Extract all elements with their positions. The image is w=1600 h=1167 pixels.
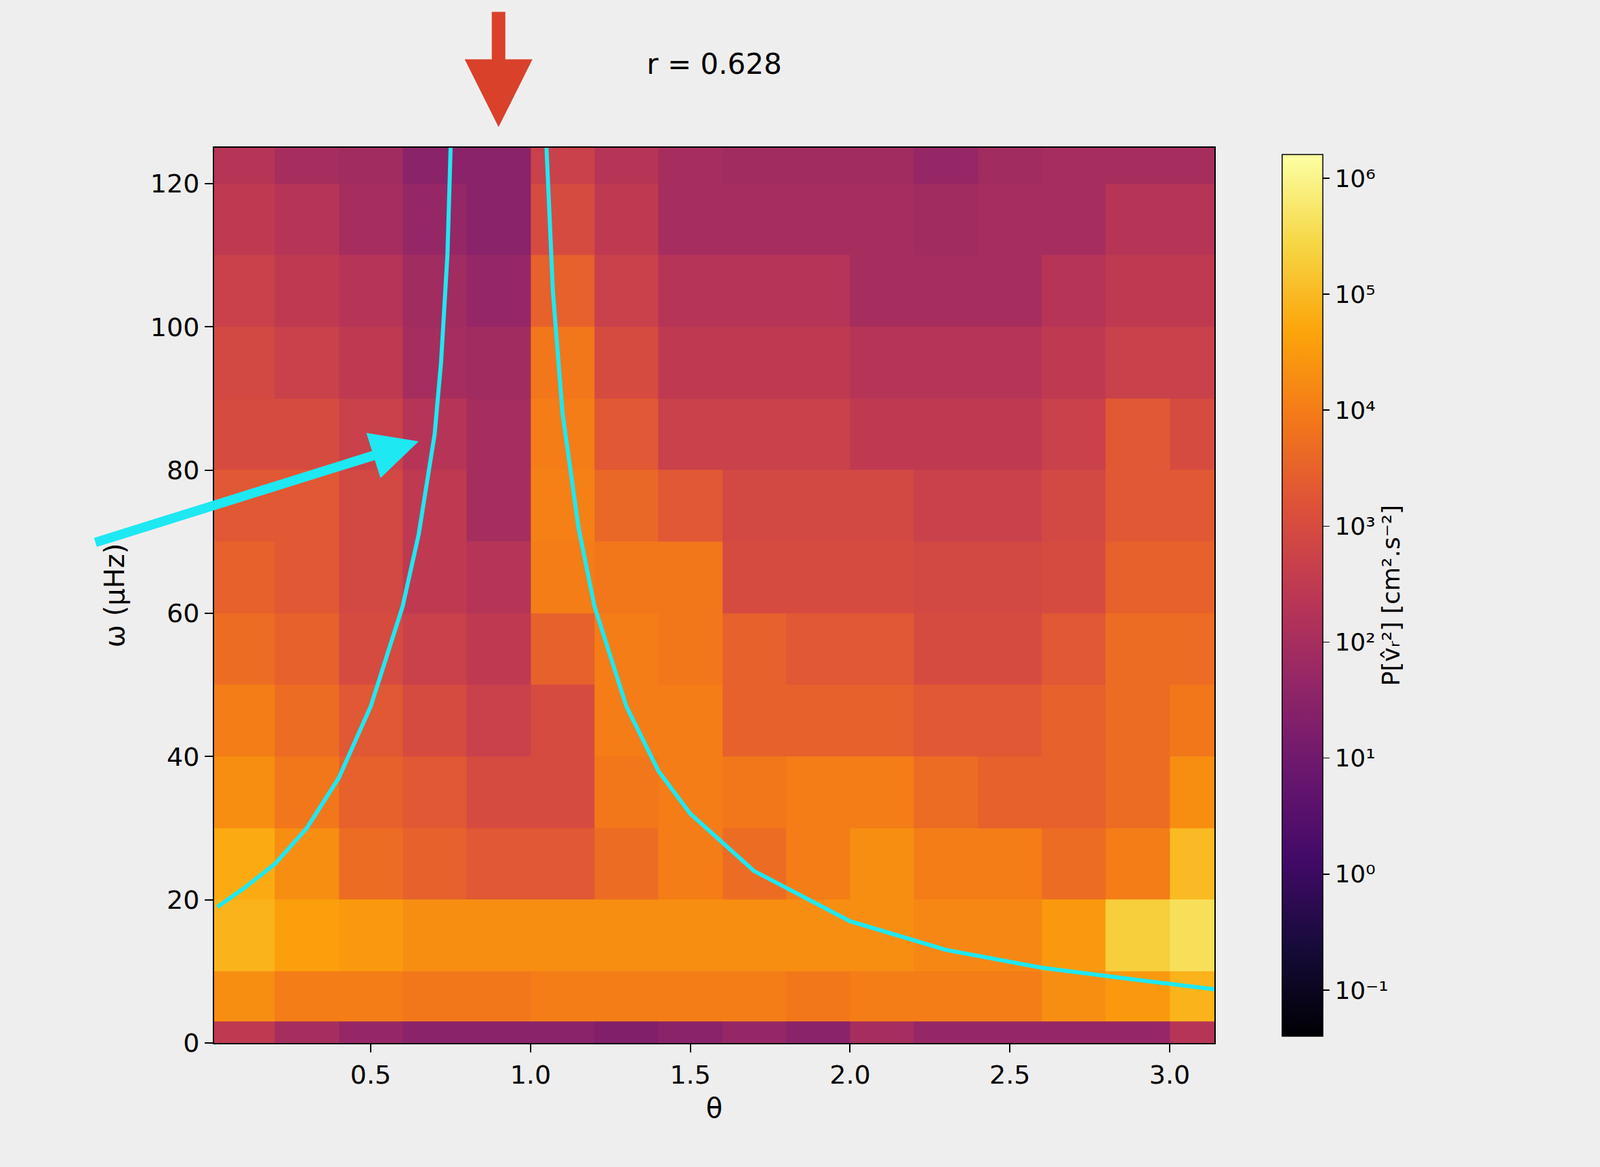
svg-text:10⁶: 10⁶	[1334, 164, 1376, 193]
svg-text:ω (μHz): ω (μHz)	[98, 543, 131, 648]
svg-text:10⁵: 10⁵	[1334, 280, 1376, 309]
svg-text:10⁴: 10⁴	[1334, 396, 1376, 425]
svg-text:0.5: 0.5	[350, 1059, 392, 1090]
svg-text:θ: θ	[706, 1092, 723, 1124]
svg-text:40: 40	[166, 742, 200, 772]
svg-text:60: 60	[166, 598, 200, 629]
svg-text:0: 0	[182, 1028, 200, 1058]
svg-text:3.0: 3.0	[1149, 1059, 1191, 1090]
svg-text:10⁻¹: 10⁻¹	[1334, 976, 1388, 1005]
svg-text:120: 120	[150, 168, 200, 199]
svg-text:80: 80	[166, 455, 200, 486]
svg-text:P[v̂ᵣ²] [cm².s⁻²]: P[v̂ᵣ²] [cm².s⁻²]	[1377, 504, 1405, 686]
svg-text:2.0: 2.0	[829, 1059, 871, 1090]
svg-text:r = 0.628: r = 0.628	[646, 47, 782, 81]
svg-text:2.5: 2.5	[989, 1059, 1031, 1090]
svg-text:20: 20	[166, 885, 200, 915]
svg-text:10²: 10²	[1334, 628, 1376, 656]
svg-text:10¹: 10¹	[1334, 744, 1376, 772]
svg-text:1.0: 1.0	[510, 1059, 551, 1090]
svg-text:10⁰: 10⁰	[1334, 859, 1376, 888]
svg-text:10³: 10³	[1334, 512, 1376, 541]
svg-text:100: 100	[150, 312, 200, 343]
svg-text:1.5: 1.5	[669, 1059, 711, 1090]
